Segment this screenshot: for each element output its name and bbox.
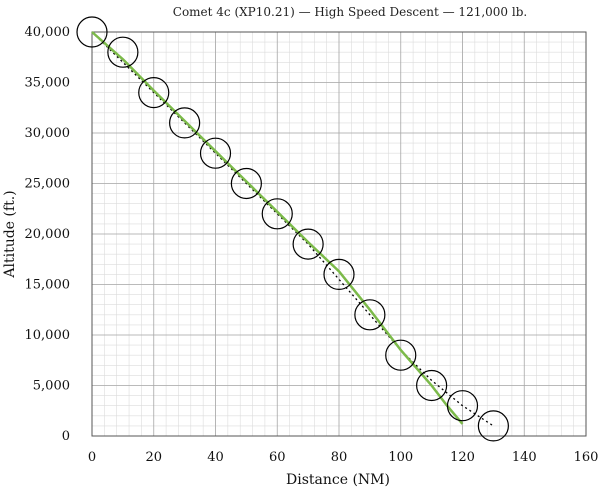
data-point-circle: [323, 258, 355, 290]
y-tick-label: 35,000: [25, 76, 71, 91]
x-tick-label: 20: [145, 450, 162, 465]
plot-frame: [91, 31, 587, 437]
x-tick-label: 140: [512, 450, 537, 465]
x-tick-label: 60: [269, 450, 286, 465]
x-tick-label: 160: [574, 450, 599, 465]
data-point-circle: [416, 369, 448, 402]
data-point-circle: [354, 299, 386, 331]
data-point-circle: [477, 410, 509, 442]
y-tick-label: 5,000: [33, 379, 70, 394]
y-tick-label: 10,000: [25, 328, 71, 343]
series-lines: [91, 31, 494, 427]
data-point-circle: [199, 137, 232, 169]
data-point-circle: [138, 76, 170, 109]
y-tick-label: 25,000: [25, 177, 71, 192]
x-axis-label: Distance (NM): [286, 472, 390, 488]
data-point-circle: [76, 16, 108, 48]
data-point-circle: [446, 390, 479, 422]
x-tick-label: 80: [331, 450, 348, 465]
dotted-series-line: [91, 31, 494, 427]
data-markers: [76, 16, 509, 442]
x-tick-label: 40: [207, 450, 224, 465]
data-point-circle: [261, 198, 293, 230]
data-point-circle: [230, 167, 262, 200]
green-series-line: [91, 31, 464, 425]
data-point-circle: [292, 228, 324, 260]
data-point-circle: [169, 107, 201, 139]
y-tick-label: 40,000: [25, 25, 71, 40]
data-point-circle: [385, 339, 417, 371]
x-tick-label: 120: [450, 450, 475, 465]
y-tick-label: 30,000: [25, 126, 71, 141]
y-tick-label: 20,000: [25, 227, 71, 242]
y-axis-label: Altitude (ft.): [2, 190, 18, 278]
x-tick-labels: 0 20 40 60 80 100 120 140 160: [88, 450, 599, 465]
y-tick-label: 15,000: [25, 278, 71, 293]
chart-title: Comet 4c (XP10.21) — High Speed Descent …: [173, 5, 527, 19]
y-tick-labels: 0 5,000 10,000 15,000 20,000 25,000 30,000 35,0…: [25, 25, 71, 444]
y-tick-label: 0: [62, 429, 70, 444]
x-tick-label: 100: [388, 450, 413, 465]
x-tick-label: 0: [88, 450, 96, 465]
data-point-circle: [107, 36, 139, 68]
